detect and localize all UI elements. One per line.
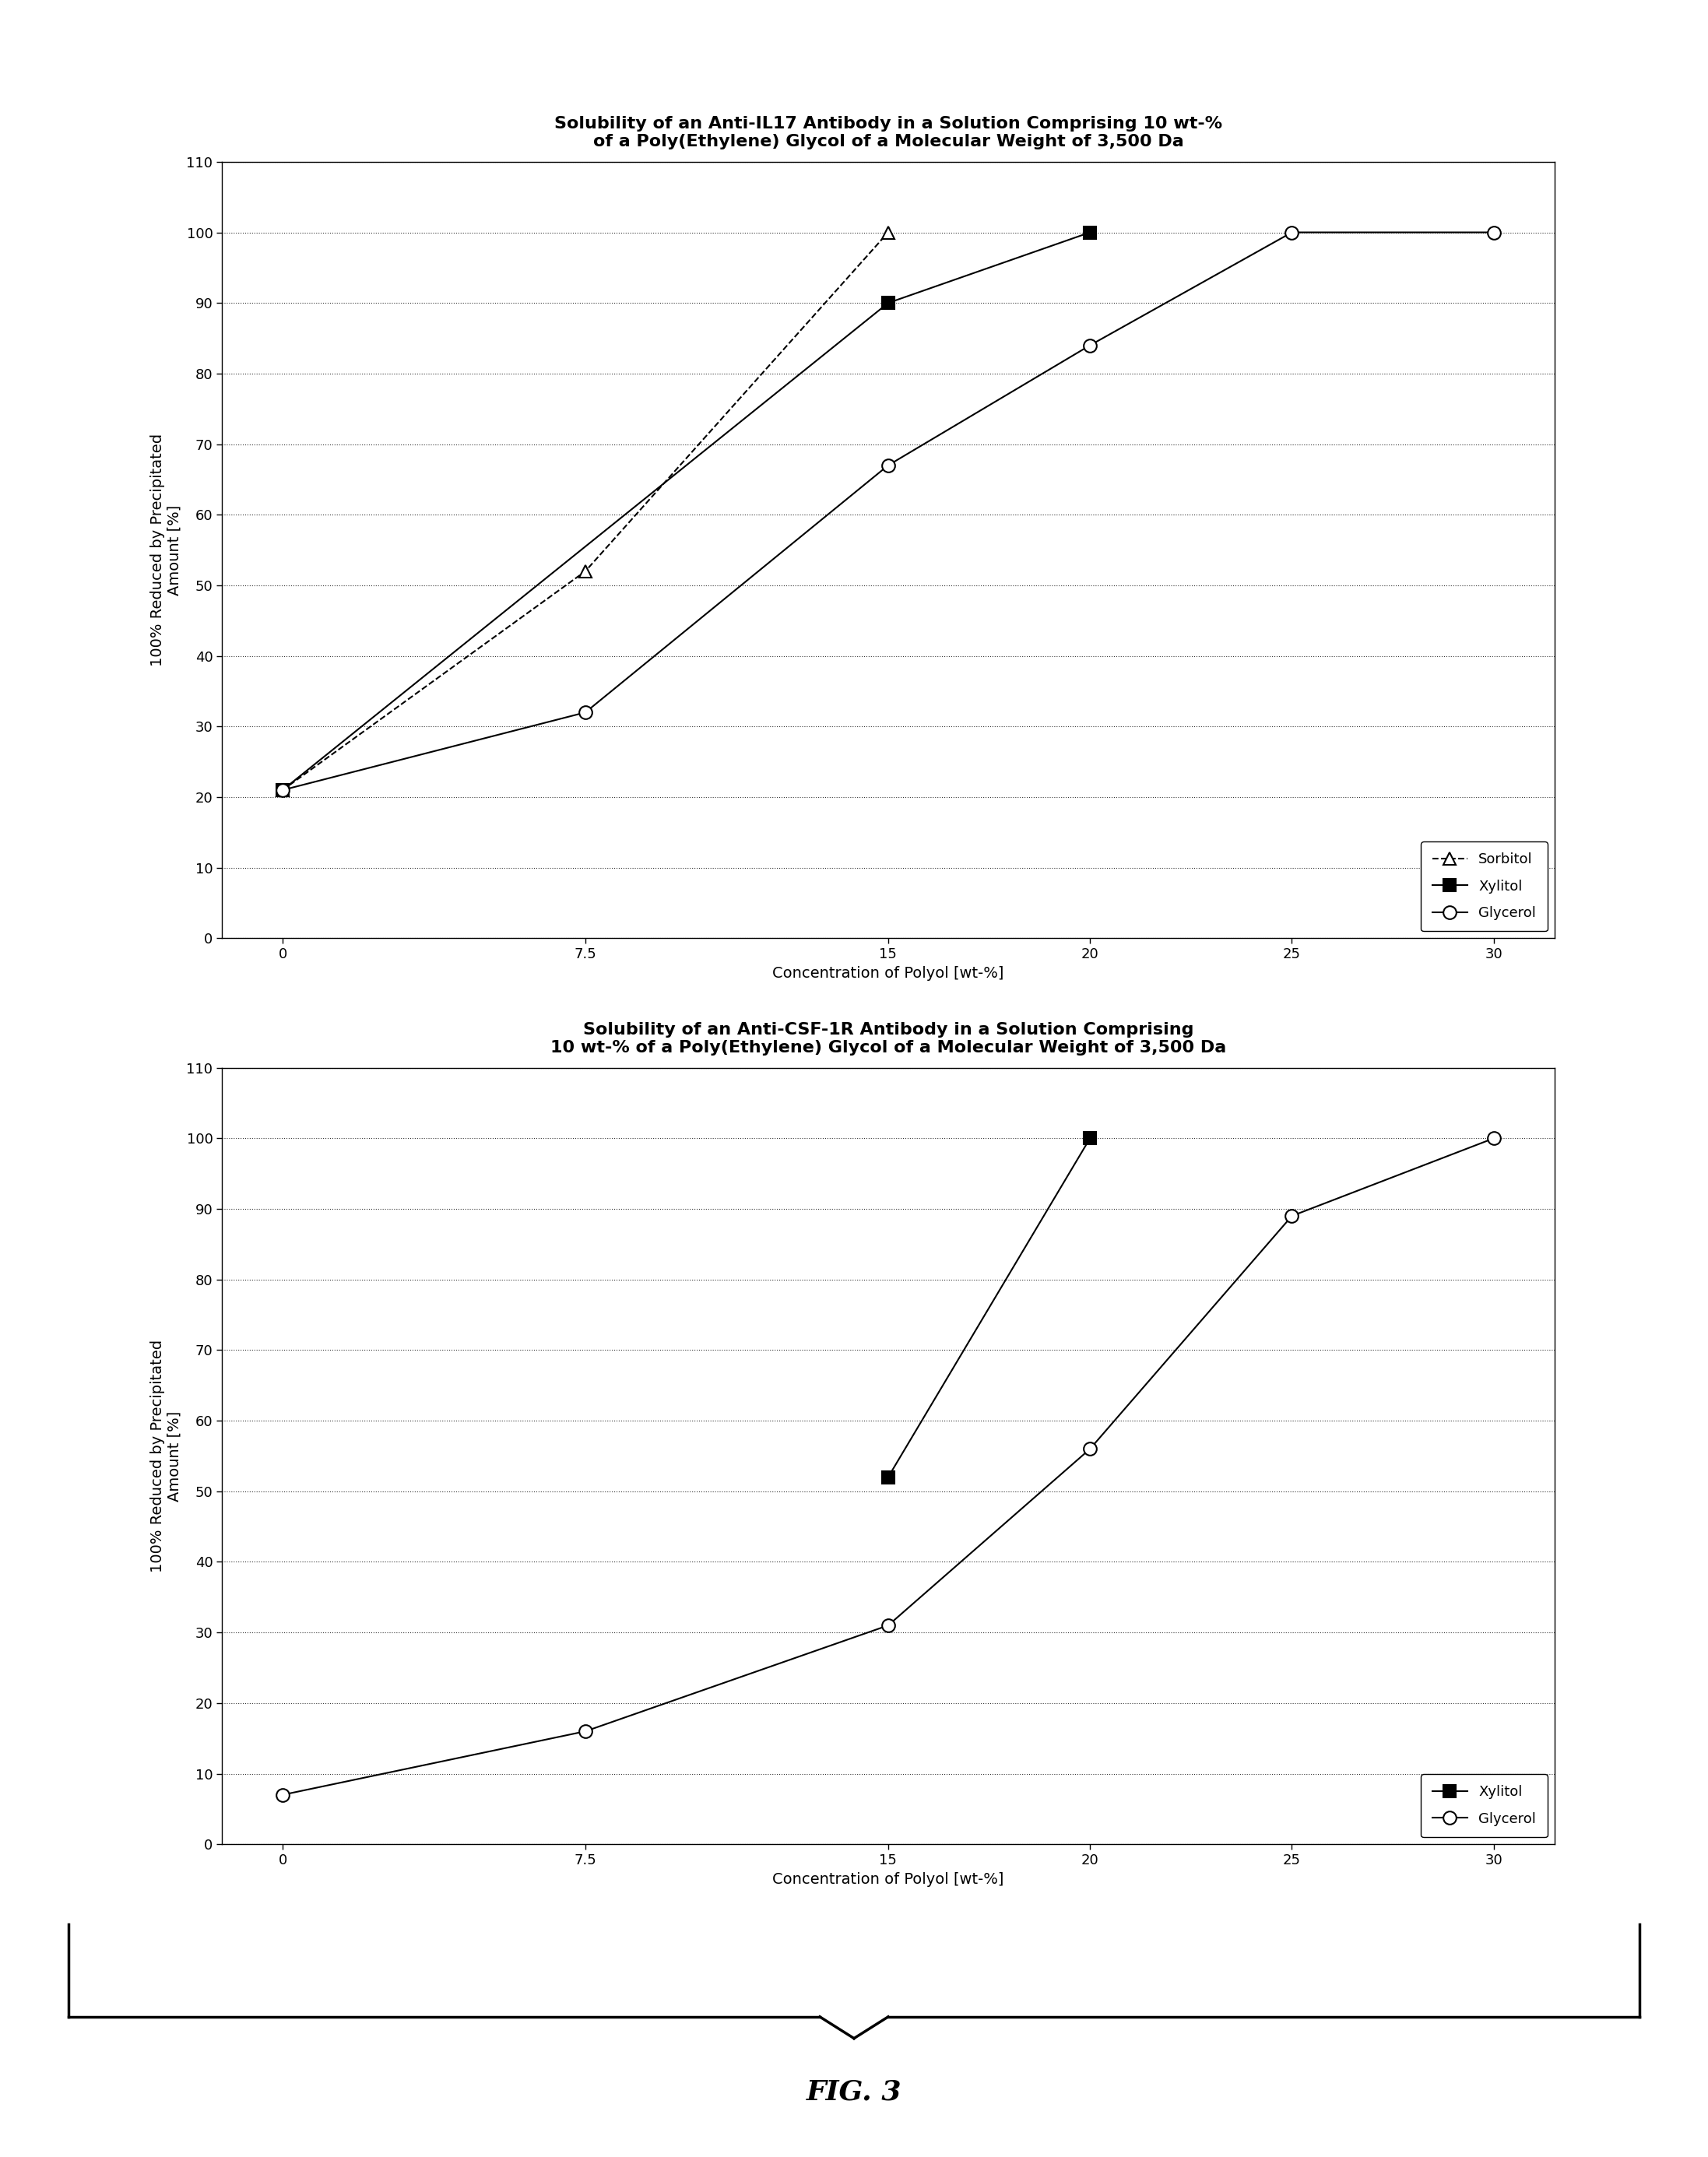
Glycerol [272,1782,292,1808]
Glycerol [1484,220,1505,246]
Y-axis label: 100% Reduced by Precipitated
Amount [%]: 100% Reduced by Precipitated Amount [%] [150,1339,183,1572]
Title: Solubility of an Anti-IL17 Antibody in a Solution Comprising 10 wt-%
of a Poly(E: Solubility of an Anti-IL17 Antibody in a… [553,116,1223,149]
Legend: Sorbitol, Xylitol, Glycerol: Sorbitol, Xylitol, Glycerol [1421,841,1547,932]
Xylitol [1079,1126,1100,1152]
Glycerol [878,1613,898,1639]
Glycerol [576,699,596,725]
Xylitol [1079,220,1100,246]
Glycerol [1281,220,1301,246]
Glycerol [1079,1437,1100,1462]
Sorbitol [272,777,292,802]
Y-axis label: 100% Reduced by Precipitated
Amount [%]: 100% Reduced by Precipitated Amount [%] [150,434,183,667]
X-axis label: Concentration of Polyol [wt-%]: Concentration of Polyol [wt-%] [772,1872,1004,1887]
Glycerol [1484,1126,1505,1152]
Line: Sorbitol: Sorbitol [277,226,893,796]
Glycerol [1281,1204,1301,1229]
Xylitol [878,289,898,315]
Xylitol [878,1465,898,1490]
X-axis label: Concentration of Polyol [wt-%]: Concentration of Polyol [wt-%] [772,966,1004,981]
Glycerol [272,777,292,802]
Xylitol [272,777,292,802]
Line: Glycerol: Glycerol [277,1132,1500,1801]
Glycerol [576,1719,596,1745]
Glycerol [1079,332,1100,358]
Line: Xylitol: Xylitol [883,1132,1097,1484]
Glycerol [878,453,898,479]
Sorbitol [878,220,898,246]
Line: Xylitol: Xylitol [277,226,1097,796]
Legend: Xylitol, Glycerol: Xylitol, Glycerol [1421,1773,1547,1838]
Sorbitol [576,559,596,585]
Title: Solubility of an Anti-CSF-1R Antibody in a Solution Comprising
10 wt-% of a Poly: Solubility of an Anti-CSF-1R Antibody in… [550,1022,1226,1055]
Text: FIG. 3: FIG. 3 [806,2079,902,2105]
Line: Glycerol: Glycerol [277,226,1500,796]
